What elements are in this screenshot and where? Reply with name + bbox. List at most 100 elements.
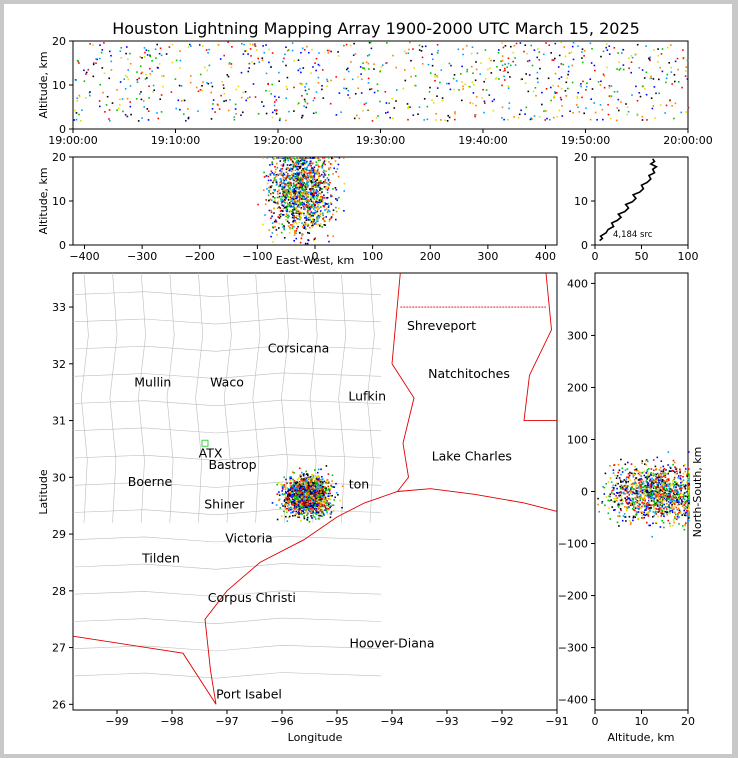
ew-altitude-source [301,163,303,165]
ew-altitude-source [318,223,320,226]
ew-altitude-source [287,195,289,198]
ew-altitude-source [285,196,287,199]
time-altitude-source [247,97,249,99]
ew-altitude-source [310,215,313,217]
altitude-ns-source [629,479,631,482]
time-altitude-source [321,88,323,91]
time-altitude-source [586,82,588,84]
altitude-ns-source [632,476,635,478]
ew-altitude-source [322,214,324,216]
plan-view-source [310,510,312,512]
time-altitude-source [76,59,79,62]
time-altitude-source [569,110,571,112]
altitude-ns-source [632,490,635,493]
plan-view-source [309,477,311,479]
time-altitude-source [581,51,583,53]
altitude-ns-source [667,519,669,522]
time-altitude-source [210,82,213,84]
time-altitude-source [98,100,101,102]
time-altitude-source [507,57,510,60]
plan-view-source [297,501,300,503]
ew-altitude-source [335,188,338,191]
time-altitude-source [291,42,294,44]
ew-altitude-source [301,225,304,228]
plan-view-source [309,501,311,503]
ew-altitude-source [290,190,292,192]
county-line [72,345,382,352]
altitude-ns-source [670,496,672,498]
ew-altitude-source [309,160,311,163]
ew-altitude-source [272,201,275,203]
plan-view-source [290,512,292,514]
altitude-ns-source [652,494,654,496]
county-line [72,508,382,516]
plan-view-source [312,482,314,484]
time-altitude-source [552,84,554,87]
altitude-ns-source [638,492,640,495]
plan-view-source [286,499,288,502]
plan-view-source [278,491,280,493]
time-altitude-source [204,66,206,69]
plan-view-source [301,471,303,474]
plan-view-source [286,520,289,522]
time-altitude-source [249,96,251,98]
altitude-ns-source [645,503,648,505]
altitude-ns-source [675,486,677,488]
altitude-ns-sources [597,451,690,538]
altitude-ns-source [658,475,660,478]
altitude-ns-source [641,512,643,514]
time-altitude-source [669,99,671,102]
ew-altitude-source [306,160,309,163]
plan-view-source [293,487,295,490]
plan-view-source [311,494,313,497]
altitude-ns-source [624,469,627,472]
ew-altitude-source [301,201,303,204]
ew-altitude-source [284,198,286,201]
ew-altitude-source [297,210,300,212]
plan-view-source [316,503,318,505]
time-altitude-source [127,58,129,61]
time-altitude-source [685,111,687,113]
plan-view-source [296,503,298,505]
time-altitude-source [230,66,233,69]
plan-view-source [306,518,308,521]
time-altitude-source [267,83,269,86]
plan-view-source [321,503,323,506]
ew-altitude-source [297,180,299,183]
ew-altitude-source [291,227,294,229]
altitude-ns-source [623,479,626,481]
ew-altitude-source [307,208,310,211]
time-altitude-source [308,88,310,91]
plan-view-source [284,503,286,506]
altitude-ns-source [648,495,650,497]
altitude-ns-source [641,505,643,508]
plan-view-source [295,510,297,513]
ew-altitude-source [306,199,308,202]
ew-altitude-source [274,201,277,204]
altitude-ns-source [629,523,632,525]
time-altitude-source [546,117,548,120]
time-altitude-source [429,72,432,74]
time-altitude-source [658,92,660,95]
time-altitude-source [608,95,611,97]
ew-altitude-source [277,157,280,159]
altitude-ns-source [641,482,644,485]
plan-view-source [278,498,281,501]
ew-altitude-source [289,182,292,184]
ew-altitude-source [293,189,296,192]
altitude-ns-source [680,496,682,498]
time-altitude-source [350,61,352,63]
plan-view-source [306,481,308,484]
altitude-ns-source [626,491,629,493]
time-altitude-source [514,64,517,66]
plan-view-source [293,499,295,501]
ew-altitude-source [287,186,290,188]
lma-figure: Houston Lightning Mapping Array 1900-200… [37,19,713,744]
time-altitude-source [431,64,434,67]
ew-altitude-source [266,188,268,190]
ew-altitude-source [304,168,307,170]
ew-altitude-source [307,207,309,210]
altitude-ns-source [653,514,656,517]
plan-view-source [325,480,328,482]
ew-altitude-source [297,182,300,185]
